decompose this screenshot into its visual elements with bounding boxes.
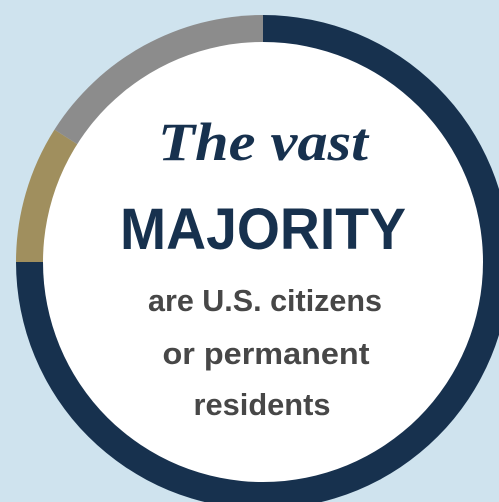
annotation-line: residents — [194, 387, 331, 422]
title-line: The vast — [158, 112, 370, 172]
annotation-line: or permanent — [163, 336, 370, 371]
title-line: MAJORITY — [120, 197, 406, 262]
center-disc — [43, 42, 483, 482]
annotation-line: are U.S. citizens — [148, 283, 382, 318]
